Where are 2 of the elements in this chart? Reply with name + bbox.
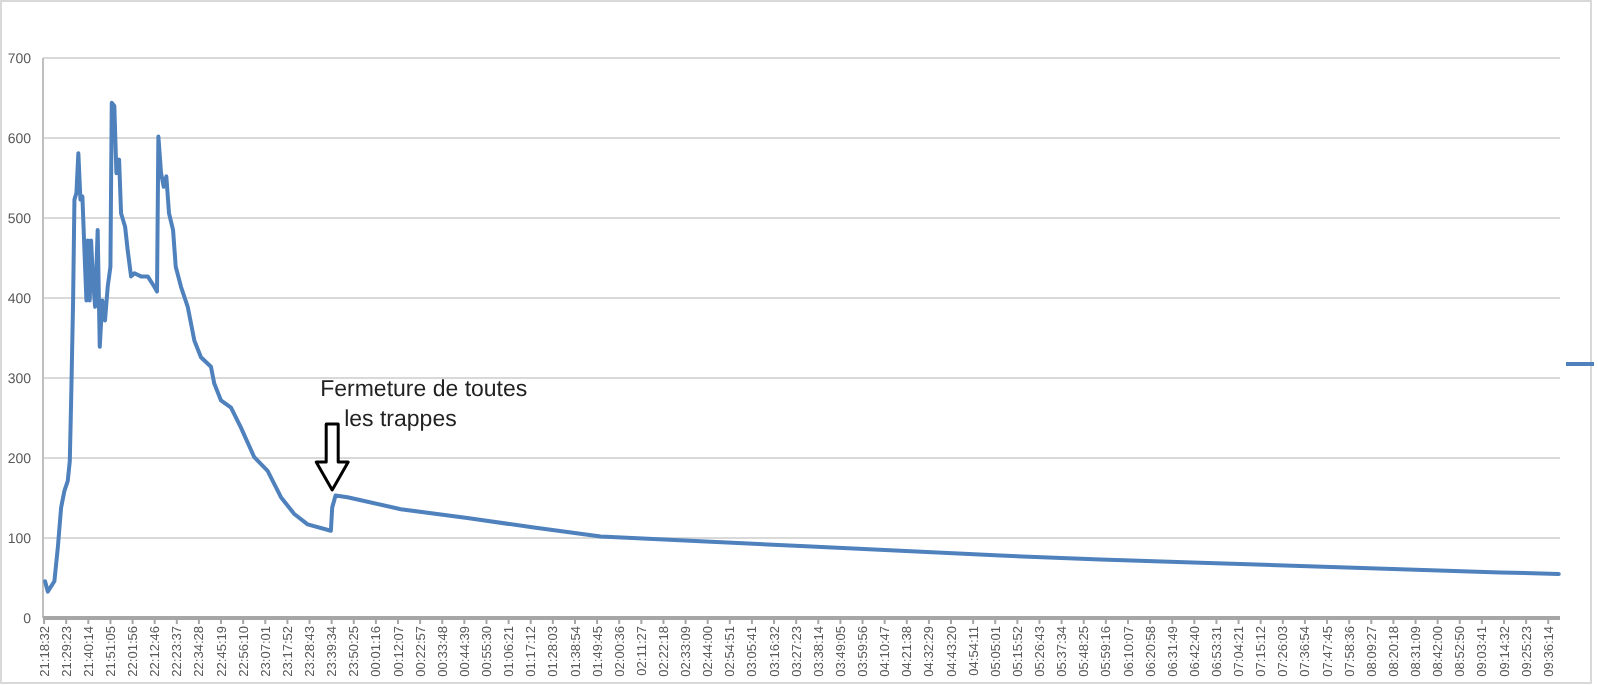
annotation: Fermeture de toutes les trappes [320,378,528,432]
line-series [43,100,1561,594]
